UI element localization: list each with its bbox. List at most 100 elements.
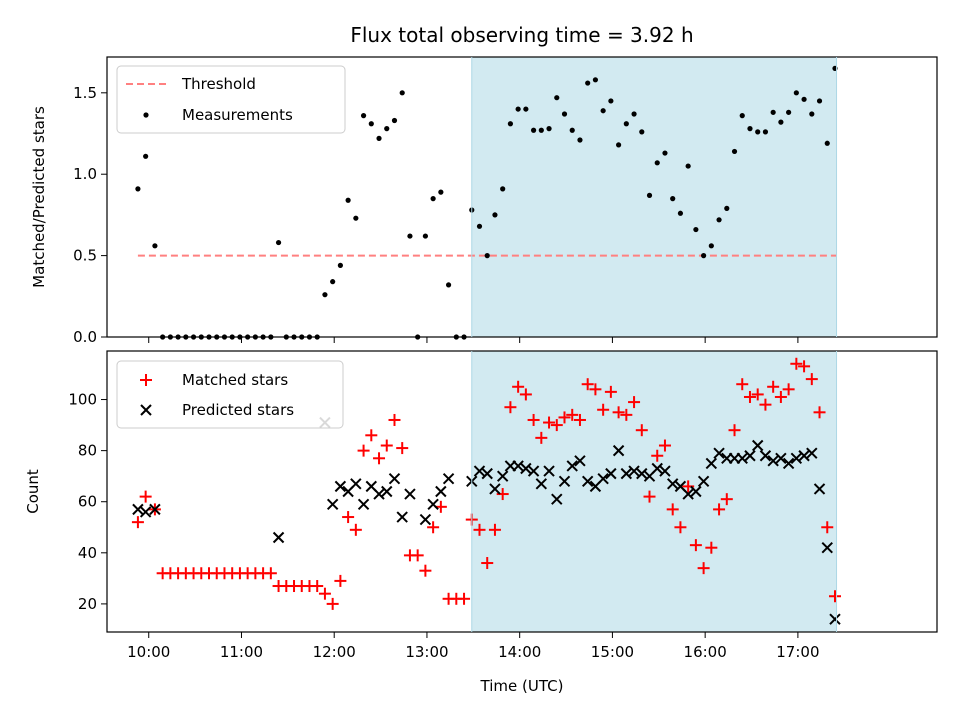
- measurement-point: [677, 210, 684, 216]
- measurement-point: [523, 106, 529, 112]
- predicted-star-point: [806, 447, 818, 459]
- observing-window-shade-top: [471, 57, 837, 337]
- measurement-point: [670, 196, 676, 202]
- predicted-star-point: [813, 483, 826, 495]
- predicted-star-point: [651, 462, 663, 475]
- matched-star-point: [674, 521, 687, 534]
- measurement-point: [724, 205, 730, 211]
- predicted-star-point: [139, 506, 152, 518]
- legend-predicted-swatch: [140, 404, 152, 416]
- y-ticks-bottom: 20 40 60 80 100: [68, 391, 107, 613]
- measurement-point: [577, 137, 583, 143]
- matched-star-point: [620, 408, 633, 421]
- measurement-point: [778, 119, 784, 125]
- predicted-star-point: [775, 452, 787, 464]
- matched-star-point: [388, 413, 401, 426]
- predicted-star-point: [767, 455, 779, 467]
- matched-star-point: [790, 357, 803, 370]
- matched-star-point: [821, 521, 834, 534]
- predicted-star-point: [357, 498, 370, 510]
- predicted-star-point: [612, 444, 625, 457]
- predicted-star-point: [527, 465, 540, 477]
- measurement-point: [786, 109, 792, 115]
- predicted-star-point: [132, 503, 144, 516]
- measurement-point: [275, 239, 282, 246]
- measurement-point: [507, 121, 514, 127]
- measurement-point: [755, 129, 761, 135]
- predicted-star-point: [705, 457, 718, 470]
- matched-star-point: [713, 503, 726, 516]
- predicted-star-point: [489, 483, 501, 495]
- matched-star-point: [481, 557, 494, 570]
- measurement-point: [762, 129, 769, 135]
- matched-star-point: [589, 383, 602, 396]
- measurement-point: [500, 186, 506, 192]
- y-tick-label: 40: [78, 544, 97, 562]
- matched-star-point: [643, 490, 656, 503]
- predicted-star-point: [659, 465, 671, 477]
- measurement-point: [445, 282, 452, 288]
- predicted-star-point: [759, 450, 772, 462]
- matched-star-point: [612, 406, 625, 419]
- matched-star-point: [813, 406, 826, 419]
- x-tick-label: 11:00: [220, 643, 263, 661]
- measurement-point: [616, 142, 622, 148]
- matched-star-point: [798, 360, 811, 373]
- measurement-point: [654, 160, 660, 166]
- predicted-star-point: [690, 485, 702, 498]
- measurement-point: [345, 197, 351, 203]
- matched-star-point: [396, 442, 409, 455]
- measurement-point: [592, 77, 599, 83]
- matched-star-point: [697, 562, 710, 575]
- predicted-star-point: [829, 613, 841, 625]
- measurement-point: [399, 90, 405, 96]
- y-tick-label: 1.5: [73, 84, 97, 102]
- measurement-point: [708, 243, 714, 249]
- matched-star-point: [751, 388, 764, 401]
- measurement-point: [731, 148, 738, 155]
- predicted-star-point: [666, 478, 679, 490]
- measurement-point: [530, 127, 537, 133]
- x-tick-label: 13:00: [405, 643, 448, 661]
- matched-star-point: [767, 380, 780, 393]
- matched-star-point: [558, 411, 571, 424]
- legend-matched-swatch: [140, 374, 152, 386]
- matched-star-point: [419, 564, 432, 577]
- measurement-point: [322, 292, 328, 298]
- predicted-star-point: [272, 531, 285, 544]
- measurement-point: [538, 127, 544, 133]
- matched-star-point: [828, 590, 841, 603]
- matched-star-point: [666, 503, 679, 516]
- matched-star-point: [473, 523, 486, 536]
- matched-star-point: [782, 383, 795, 396]
- predicted-star-point: [620, 467, 633, 480]
- legend-box-top: [116, 65, 346, 134]
- predicted-star-point: [496, 470, 509, 482]
- measurement-point: [484, 253, 490, 259]
- predicted-star-point: [535, 478, 548, 490]
- measurement-point: [631, 111, 637, 117]
- predicted-star-point: [628, 465, 640, 477]
- x-ticks-bottom: 10:00 11:00 12:00 13:00 14:00 15:00 16:00 17:00: [127, 632, 820, 661]
- legend-matched-label: Matched stars: [182, 371, 288, 389]
- measurement-point: [330, 279, 336, 285]
- measurement-point: [793, 90, 799, 96]
- predicted-star-point: [782, 457, 795, 470]
- measurement-point: [693, 226, 699, 233]
- predicted-star-point: [512, 460, 524, 472]
- predicted-star-point: [581, 475, 594, 487]
- measurement-point: [739, 113, 745, 119]
- y-axis-label-top: Matched/Predicted stars: [30, 106, 48, 288]
- matched-star-point: [365, 429, 378, 442]
- measurement-point: [422, 233, 428, 239]
- measurement-point: [716, 217, 722, 223]
- matched-star-point: [458, 592, 471, 605]
- predicted-star-point: [419, 513, 432, 526]
- matched-star-point: [504, 401, 517, 414]
- predicted-star-point: [373, 488, 385, 500]
- measurement-point: [623, 121, 629, 127]
- predicted-star-point: [790, 452, 803, 464]
- measurement-point: [376, 135, 382, 141]
- matched-star-point: [326, 597, 339, 610]
- measurement-point: [646, 192, 653, 198]
